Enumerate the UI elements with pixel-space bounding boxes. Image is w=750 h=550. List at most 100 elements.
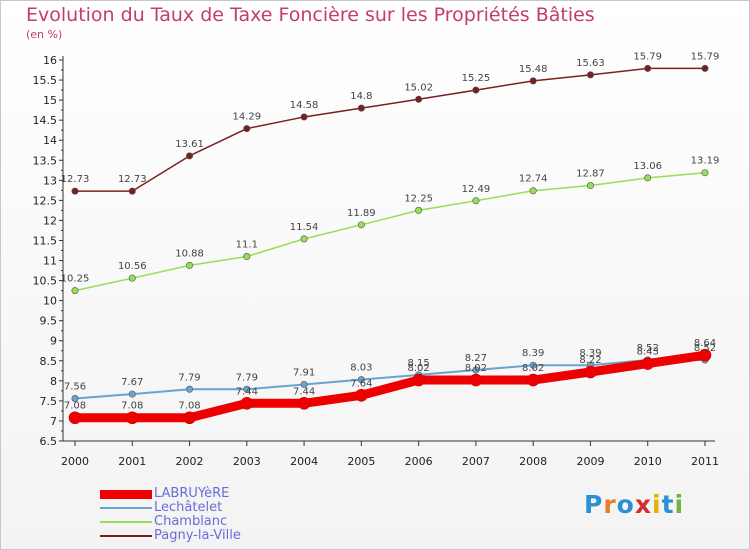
data-label: 7.08 bbox=[121, 401, 143, 412]
x-tick-label: 2009 bbox=[576, 455, 604, 468]
data-label: 12.49 bbox=[462, 184, 491, 195]
data-point bbox=[300, 235, 308, 243]
data-point bbox=[128, 274, 136, 282]
data-point bbox=[68, 411, 82, 425]
data-label: 8.15 bbox=[408, 358, 430, 369]
data-label: 8.03 bbox=[350, 363, 372, 374]
data-label: 12.25 bbox=[404, 193, 433, 204]
data-point bbox=[529, 361, 537, 369]
y-tick-label: 11.5 bbox=[33, 234, 58, 247]
data-label: 15.79 bbox=[633, 51, 662, 62]
data-label: 15.63 bbox=[576, 58, 605, 69]
legend-swatch bbox=[100, 489, 152, 499]
x-tick-label: 2005 bbox=[347, 455, 375, 468]
data-label: 8.02 bbox=[465, 363, 487, 374]
data-point bbox=[240, 397, 254, 410]
data-point bbox=[243, 253, 251, 261]
data-point bbox=[183, 411, 196, 425]
x-tick-label: 2002 bbox=[176, 455, 204, 468]
data-point bbox=[71, 287, 79, 295]
x-tick-label: 2007 bbox=[462, 455, 490, 468]
data-label: 11.1 bbox=[236, 240, 258, 251]
data-label: 12.87 bbox=[576, 169, 605, 180]
y-tick-label: 13.5 bbox=[33, 154, 58, 167]
data-label: 13.61 bbox=[175, 139, 204, 150]
y-tick-label: 13 bbox=[43, 174, 57, 187]
x-tick-label: 2003 bbox=[233, 455, 261, 468]
data-label: 10.56 bbox=[118, 261, 147, 272]
data-point bbox=[701, 64, 709, 72]
data-label: 12.73 bbox=[118, 174, 147, 185]
data-point bbox=[243, 385, 251, 393]
data-label: 8.52 bbox=[694, 343, 716, 354]
logo-letter: P bbox=[584, 490, 604, 519]
series-line-3 bbox=[74, 67, 706, 192]
data-point bbox=[586, 182, 594, 190]
y-tick-label: 12 bbox=[43, 214, 57, 227]
data-point bbox=[584, 365, 597, 379]
y-tick-label: 15.5 bbox=[33, 74, 58, 87]
data-point bbox=[186, 152, 194, 160]
data-label: 12.73 bbox=[61, 174, 90, 185]
data-label: 7.79 bbox=[236, 372, 258, 383]
data-point bbox=[526, 373, 540, 387]
data-point bbox=[644, 174, 652, 182]
logo-letter: x bbox=[634, 490, 652, 519]
data-label: 7.08 bbox=[178, 401, 200, 412]
data-label: 14.29 bbox=[232, 112, 261, 123]
y-tick-label: 6.5 bbox=[40, 435, 58, 448]
data-point bbox=[472, 197, 480, 205]
legend-item: Pagny-la-Ville bbox=[100, 529, 241, 543]
data-label: 11.54 bbox=[290, 222, 319, 233]
x-tick-label: 2011 bbox=[691, 455, 719, 468]
data-point bbox=[586, 71, 594, 79]
series-line-0 bbox=[70, 350, 710, 423]
data-label: 8.43 bbox=[637, 347, 659, 358]
legend-label: Pagny-la-Ville bbox=[154, 528, 241, 543]
data-point bbox=[472, 86, 480, 94]
data-point bbox=[297, 397, 311, 410]
proxiti-logo: Proxiti bbox=[584, 490, 684, 519]
legend-swatch bbox=[100, 535, 152, 537]
data-point bbox=[300, 113, 308, 121]
data-point bbox=[357, 376, 365, 384]
data-label: 8.39 bbox=[522, 348, 544, 359]
chart-subtitle: (en %) bbox=[26, 28, 63, 41]
legend-label: Chamblanc bbox=[154, 514, 228, 529]
data-label: 8.02 bbox=[408, 363, 430, 374]
data-point bbox=[186, 385, 194, 393]
data-label: 14.58 bbox=[290, 100, 319, 111]
data-point bbox=[641, 357, 655, 370]
y-tick-label: 9.5 bbox=[40, 315, 58, 328]
data-label: 15.25 bbox=[462, 73, 491, 84]
y-tick-label: 12.5 bbox=[33, 194, 58, 207]
data-point bbox=[186, 261, 194, 269]
data-point bbox=[357, 104, 365, 112]
data-label: 13.19 bbox=[691, 156, 720, 167]
data-label: 8.39 bbox=[579, 348, 601, 359]
x-tick-label: 2004 bbox=[290, 455, 318, 468]
x-tick-label: 2008 bbox=[519, 455, 547, 468]
data-point bbox=[529, 77, 537, 85]
logo-letter: i bbox=[674, 490, 685, 519]
data-label: 7.08 bbox=[64, 401, 86, 412]
legend-item: Chamblanc bbox=[100, 515, 241, 529]
data-point bbox=[128, 187, 136, 195]
legend-swatch bbox=[100, 507, 152, 509]
data-point bbox=[355, 388, 368, 402]
data-point bbox=[415, 95, 423, 103]
y-tick-label: 14.5 bbox=[33, 114, 58, 127]
chart-legend: LABRUYèRE Lechâtelet Chamblanc Pagny-la-Vil… bbox=[100, 487, 241, 543]
y-tick-label: 16 bbox=[43, 54, 57, 67]
data-label: 7.56 bbox=[64, 381, 86, 392]
legend-swatch bbox=[100, 521, 152, 523]
data-label: 7.64 bbox=[350, 378, 372, 389]
chart-title: Evolution du Taux de Taxe Foncière sur l… bbox=[26, 4, 595, 26]
data-label: 7.79 bbox=[178, 372, 200, 383]
data-label: 7.44 bbox=[236, 386, 258, 397]
y-tick-label: 7.5 bbox=[40, 395, 58, 408]
y-tick-label: 15 bbox=[43, 94, 57, 107]
y-tick-label: 9 bbox=[50, 335, 57, 348]
legend-item: Lechâtelet bbox=[100, 501, 241, 515]
